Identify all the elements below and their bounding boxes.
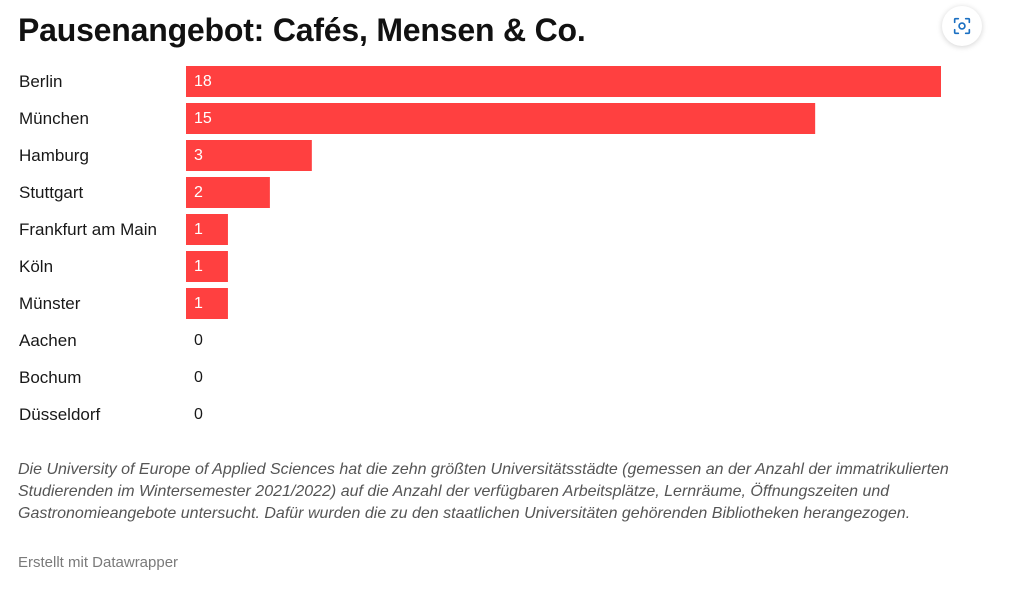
value-label: 15: [194, 110, 212, 127]
category-label: Aachen: [19, 331, 77, 350]
category-label: Berlin: [19, 72, 62, 91]
bar-row: Frankfurt am Main 1: [19, 214, 228, 245]
credit-link[interactable]: Erstellt mit Datawrapper: [18, 554, 179, 571]
category-label: Hamburg: [19, 146, 89, 165]
bar: [186, 66, 941, 97]
category-label: Düsseldorf: [19, 405, 101, 424]
value-label: 1: [194, 258, 203, 275]
category-label: Köln: [19, 257, 53, 276]
bar: [186, 251, 228, 282]
category-label: München: [19, 109, 89, 128]
chart-title: Pausenangebot: Cafés, Mensen & Co.: [18, 12, 586, 48]
screenshot-button[interactable]: [942, 6, 982, 46]
bar-row: Münster 1: [19, 288, 228, 319]
category-label: Bochum: [19, 368, 81, 387]
value-label: 0: [194, 406, 203, 423]
bar: [186, 177, 270, 208]
value-label: 2: [194, 184, 203, 201]
bar-row: Berlin 18: [19, 66, 941, 97]
value-label: 1: [194, 221, 203, 238]
category-label: Stuttgart: [19, 183, 84, 202]
value-label: 1: [194, 295, 203, 312]
chart-note: Die University of Europe of Applied Scie…: [18, 461, 949, 522]
bar-row: Bochum 0: [19, 368, 203, 387]
camera-icon: [953, 17, 971, 35]
bar: [186, 288, 228, 319]
bar-row: Düsseldorf 0: [19, 405, 203, 424]
value-label: 3: [194, 147, 203, 164]
bar-row: München 15: [19, 103, 816, 134]
bar-row: Aachen 0: [19, 331, 203, 350]
value-label: 0: [194, 369, 203, 386]
category-label: Frankfurt am Main: [19, 220, 157, 239]
bar: [186, 140, 312, 171]
value-label: 0: [194, 332, 203, 349]
bar: [186, 103, 816, 134]
bar-chart: Berlin 18 München 15 Hamburg 3 Stuttgart 2 Frank…: [19, 66, 941, 424]
value-label: 18: [194, 73, 212, 90]
bar-row: Hamburg 3: [19, 140, 312, 171]
bar-row: Stuttgart 2: [19, 177, 270, 208]
bar-row: Köln 1: [19, 251, 228, 282]
bar: [186, 214, 228, 245]
category-label: Münster: [19, 294, 81, 313]
